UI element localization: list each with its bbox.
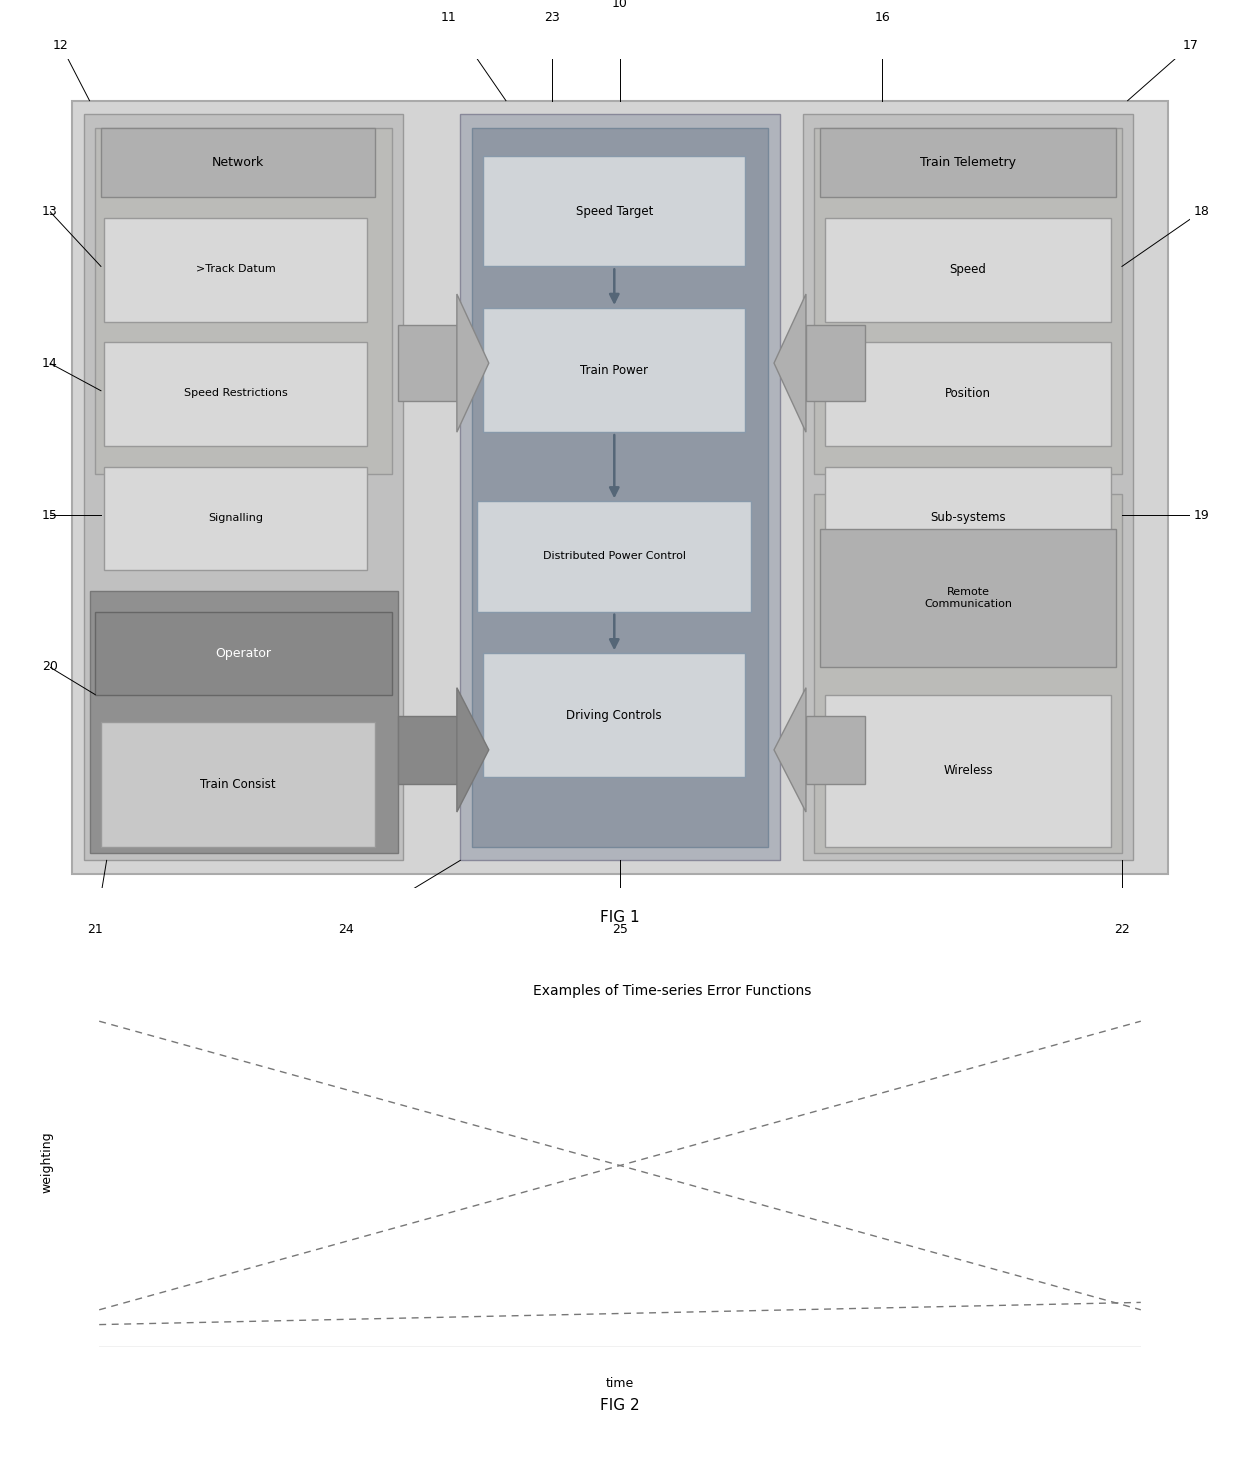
- Text: Network: Network: [212, 157, 264, 169]
- Text: 24: 24: [339, 924, 355, 935]
- Bar: [820, 129, 1116, 197]
- Text: Position: Position: [945, 386, 991, 400]
- Text: 17: 17: [1183, 38, 1198, 52]
- Polygon shape: [774, 295, 806, 432]
- Text: Operator: Operator: [216, 647, 272, 660]
- Text: 11: 11: [441, 12, 456, 24]
- Text: 18: 18: [1194, 204, 1210, 218]
- Text: 10: 10: [613, 0, 627, 10]
- Text: Sub-systems: Sub-systems: [930, 511, 1006, 524]
- Text: Speed Target: Speed Target: [575, 204, 653, 218]
- Text: FIG 1: FIG 1: [600, 910, 640, 925]
- Bar: [813, 494, 1122, 854]
- Text: 22: 22: [1114, 924, 1130, 935]
- Bar: [813, 129, 1122, 474]
- Bar: [826, 466, 1111, 570]
- Bar: [104, 342, 367, 445]
- Text: Examples of Time-series Error Functions: Examples of Time-series Error Functions: [533, 984, 811, 998]
- Text: >Track Datum: >Track Datum: [196, 263, 275, 274]
- Bar: [826, 218, 1111, 321]
- Text: Signalling: Signalling: [208, 512, 263, 522]
- Bar: [484, 653, 745, 777]
- Text: FIG 2: FIG 2: [600, 1399, 640, 1413]
- Text: 15: 15: [42, 509, 57, 521]
- Bar: [398, 326, 456, 401]
- Bar: [477, 502, 751, 611]
- Text: Driving Controls: Driving Controls: [567, 709, 662, 722]
- Text: Distributed Power Control: Distributed Power Control: [543, 552, 686, 561]
- Polygon shape: [456, 688, 489, 813]
- Bar: [398, 716, 456, 784]
- Bar: [820, 528, 1116, 667]
- Bar: [84, 114, 403, 860]
- Bar: [100, 129, 374, 197]
- Text: 16: 16: [874, 12, 890, 24]
- Text: 25: 25: [613, 924, 627, 935]
- Text: Speed Restrictions: Speed Restrictions: [184, 388, 288, 398]
- Bar: [471, 129, 769, 847]
- Text: weighting: weighting: [41, 1131, 53, 1193]
- Text: Train Telemetry: Train Telemetry: [920, 157, 1016, 169]
- Bar: [806, 326, 866, 401]
- Text: 13: 13: [42, 204, 57, 218]
- Bar: [802, 114, 1133, 860]
- Polygon shape: [774, 688, 806, 813]
- Text: 19: 19: [1194, 509, 1210, 521]
- Text: Remote
Communication: Remote Communication: [924, 588, 1012, 608]
- Text: 14: 14: [42, 357, 57, 370]
- Bar: [100, 722, 374, 847]
- Text: time: time: [606, 1378, 634, 1390]
- Text: Train Consist: Train Consist: [200, 778, 275, 790]
- Bar: [484, 155, 745, 266]
- Bar: [95, 611, 392, 694]
- Text: Wireless: Wireless: [944, 764, 993, 777]
- Bar: [460, 114, 780, 860]
- Bar: [806, 716, 866, 784]
- Bar: [484, 308, 745, 432]
- Bar: [95, 129, 392, 474]
- Text: 23: 23: [543, 12, 559, 24]
- Bar: [89, 591, 398, 854]
- Text: Speed: Speed: [950, 262, 986, 275]
- Bar: [826, 694, 1111, 847]
- Text: Train Power: Train Power: [580, 364, 649, 376]
- Bar: [104, 218, 367, 321]
- Bar: [826, 342, 1111, 445]
- Polygon shape: [456, 295, 489, 432]
- Text: 20: 20: [42, 660, 57, 673]
- Text: 21: 21: [87, 924, 103, 935]
- Bar: [104, 466, 367, 570]
- Text: 12: 12: [53, 38, 69, 52]
